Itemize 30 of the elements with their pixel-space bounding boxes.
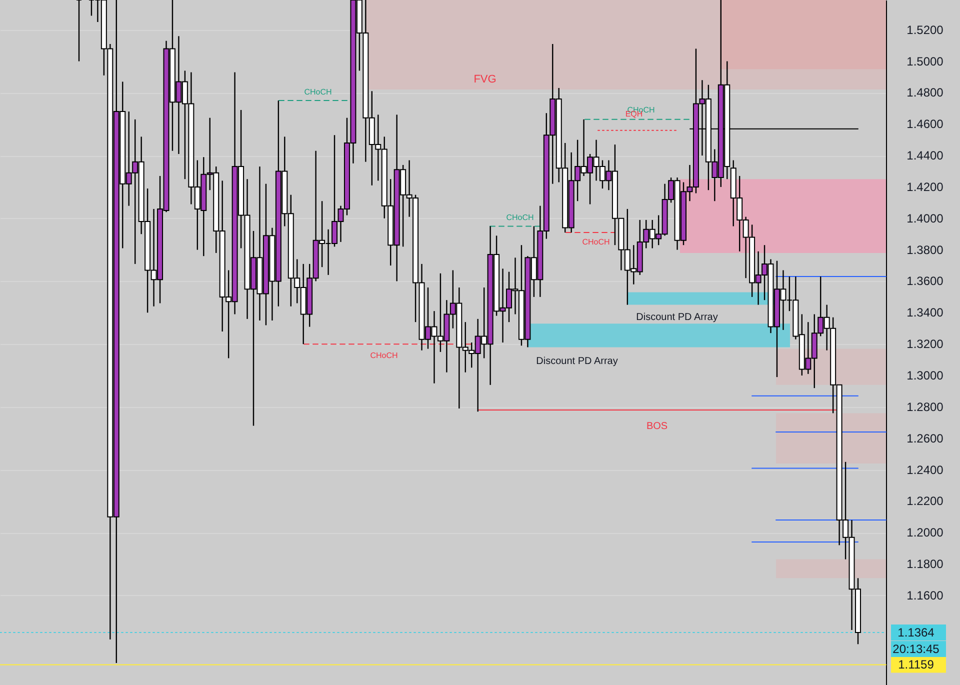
y-tick-label: 1.4000 bbox=[906, 211, 944, 226]
y-tick-label: 1.2400 bbox=[906, 462, 944, 477]
text: 20:13:45 bbox=[892, 642, 940, 656]
y-tick-label: 1.4600 bbox=[906, 117, 944, 132]
band-label: Discount PD Array bbox=[536, 356, 618, 368]
y-tick-label: 1.4800 bbox=[906, 86, 944, 100]
y-tick-label: 1.2000 bbox=[906, 526, 944, 540]
y-tick-label: 1.5000 bbox=[906, 54, 944, 68]
ref-line-label: CHoCH bbox=[304, 88, 332, 97]
y-tick-label: 1.1600 bbox=[906, 588, 944, 602]
y-tick-label: 1.3600 bbox=[906, 274, 944, 288]
y-tick-label: 1.4400 bbox=[906, 148, 944, 163]
y-tick-label: 1.5200 bbox=[906, 22, 944, 37]
y-tick-label: 1.2200 bbox=[906, 494, 944, 508]
band-label: FVG bbox=[474, 74, 496, 86]
band-label: Discount PD Array bbox=[636, 312, 718, 323]
ref-line-label: 1.1364 bbox=[898, 626, 935, 640]
y-tick-label: 1.3800 bbox=[906, 242, 944, 257]
ref-line-label: CHoCH bbox=[506, 213, 534, 222]
ref-line-label: CHoCH bbox=[370, 351, 398, 360]
ref-line-label: BOS bbox=[646, 421, 668, 432]
y-tick-label: 1.2600 bbox=[906, 431, 944, 446]
ref-line-label: CHoCH bbox=[582, 238, 610, 247]
y-tick-label: 1.3200 bbox=[906, 337, 944, 352]
ref-line-label: 1.1159 bbox=[898, 658, 934, 672]
y-tick-label: 1.4200 bbox=[906, 180, 944, 194]
y-tick-label: 1.3400 bbox=[906, 306, 944, 320]
y-tick-label: 1.2800 bbox=[906, 400, 944, 414]
y-tick-label: 1.3000 bbox=[906, 368, 944, 382]
y-tick-label: 1.1800 bbox=[906, 557, 944, 572]
